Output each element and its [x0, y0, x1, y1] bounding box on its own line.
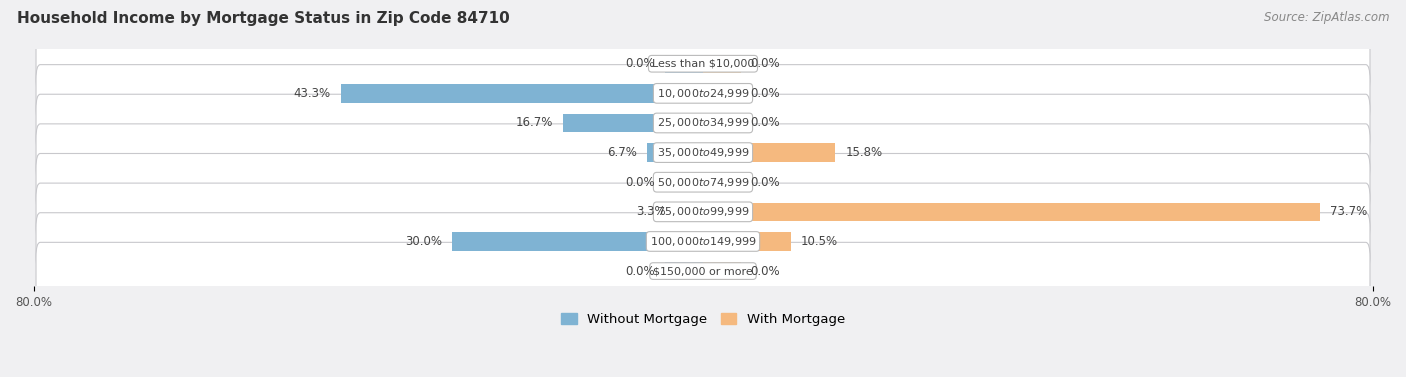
Legend: Without Mortgage, With Mortgage: Without Mortgage, With Mortgage	[555, 308, 851, 331]
Text: Source: ZipAtlas.com: Source: ZipAtlas.com	[1264, 11, 1389, 24]
Text: Household Income by Mortgage Status in Zip Code 84710: Household Income by Mortgage Status in Z…	[17, 11, 509, 26]
Bar	[451, 232, 703, 251]
Text: 0.0%: 0.0%	[626, 176, 655, 189]
Text: 16.7%: 16.7%	[516, 116, 553, 129]
Bar	[675, 203, 703, 221]
Text: $100,000 to $149,999: $100,000 to $149,999	[650, 235, 756, 248]
Bar	[665, 55, 703, 73]
Bar	[665, 173, 703, 192]
Bar	[647, 143, 703, 162]
FancyBboxPatch shape	[37, 94, 1369, 152]
Bar	[703, 143, 835, 162]
Bar	[703, 262, 741, 280]
Bar	[703, 55, 741, 73]
Text: $75,000 to $99,999: $75,000 to $99,999	[657, 205, 749, 218]
FancyBboxPatch shape	[37, 124, 1369, 181]
Text: 73.7%: 73.7%	[1330, 205, 1367, 218]
FancyBboxPatch shape	[37, 35, 1369, 92]
Text: $50,000 to $74,999: $50,000 to $74,999	[657, 176, 749, 189]
FancyBboxPatch shape	[37, 213, 1369, 270]
Text: $25,000 to $34,999: $25,000 to $34,999	[657, 116, 749, 129]
Text: 30.0%: 30.0%	[405, 235, 441, 248]
Bar	[703, 203, 1320, 221]
Text: $10,000 to $24,999: $10,000 to $24,999	[657, 87, 749, 100]
Text: 6.7%: 6.7%	[607, 146, 637, 159]
Text: $35,000 to $49,999: $35,000 to $49,999	[657, 146, 749, 159]
FancyBboxPatch shape	[37, 183, 1369, 241]
Bar	[703, 173, 741, 192]
Text: 43.3%: 43.3%	[294, 87, 330, 100]
Text: 0.0%: 0.0%	[626, 57, 655, 70]
Text: 0.0%: 0.0%	[751, 265, 780, 277]
Bar	[340, 84, 703, 103]
Text: $150,000 or more: $150,000 or more	[654, 266, 752, 276]
Text: 0.0%: 0.0%	[751, 116, 780, 129]
Bar	[665, 262, 703, 280]
FancyBboxPatch shape	[37, 153, 1369, 211]
Bar	[703, 84, 741, 103]
Text: 0.0%: 0.0%	[751, 57, 780, 70]
Text: 0.0%: 0.0%	[626, 265, 655, 277]
Text: 0.0%: 0.0%	[751, 176, 780, 189]
Text: 3.3%: 3.3%	[636, 205, 665, 218]
Text: Less than $10,000: Less than $10,000	[652, 59, 754, 69]
FancyBboxPatch shape	[37, 242, 1369, 300]
Bar	[703, 232, 790, 251]
Bar	[564, 114, 703, 132]
Bar	[703, 114, 741, 132]
FancyBboxPatch shape	[37, 64, 1369, 122]
Text: 0.0%: 0.0%	[751, 87, 780, 100]
Text: 15.8%: 15.8%	[845, 146, 883, 159]
Text: 10.5%: 10.5%	[801, 235, 838, 248]
